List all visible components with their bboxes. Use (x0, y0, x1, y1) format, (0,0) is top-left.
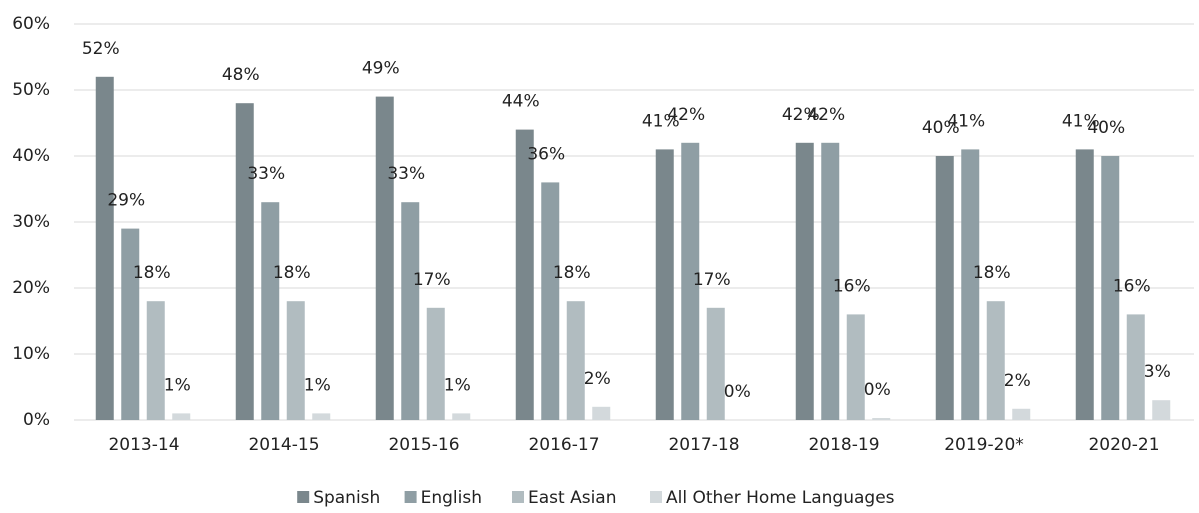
bar (95, 76, 114, 421)
data-label: 18% (973, 263, 1011, 283)
legend-label: Spanish (313, 488, 380, 508)
data-label: 49% (362, 59, 400, 79)
legend-swatch (404, 491, 417, 503)
bar (426, 307, 445, 420)
bar (846, 314, 865, 420)
bar (541, 182, 560, 420)
x-tick-label: 2015-16 (388, 435, 459, 455)
bar (566, 301, 585, 420)
legend-label: All Other Home Languages (666, 488, 895, 508)
bar (986, 301, 1005, 420)
data-label: 48% (222, 65, 260, 85)
data-label: 41% (1062, 111, 1100, 131)
data-label: 17% (693, 270, 731, 290)
legend-swatch (650, 491, 662, 503)
bar (706, 307, 725, 420)
bar (121, 228, 140, 420)
data-label: 16% (1113, 276, 1151, 296)
y-tick-label: 50% (12, 80, 50, 100)
bar (1012, 408, 1031, 420)
data-label: 1% (164, 375, 191, 395)
legend-swatch (297, 491, 310, 503)
bar (452, 413, 471, 420)
data-label: 18% (553, 263, 591, 283)
x-tick-label: 2020-21 (1088, 435, 1159, 455)
data-label: 2% (1004, 371, 1031, 391)
data-label: 33% (247, 164, 285, 184)
legend-swatch (512, 491, 524, 503)
y-tick-label: 0% (23, 410, 50, 430)
data-label: 2% (584, 369, 611, 389)
data-label: 42% (667, 105, 705, 125)
x-tick-label: 2014-15 (248, 435, 319, 455)
bar (1075, 149, 1094, 420)
bar (261, 202, 280, 420)
bar (872, 418, 891, 420)
data-label: 0% (724, 382, 751, 402)
data-label: 33% (387, 164, 425, 184)
bar (401, 202, 420, 420)
data-label: 1% (444, 375, 471, 395)
bar (375, 96, 394, 420)
data-label: 18% (133, 263, 171, 283)
bar (795, 142, 814, 421)
data-label: 1% (304, 375, 331, 395)
data-label: 18% (273, 263, 311, 283)
y-tick-label: 40% (12, 146, 50, 166)
bar (312, 413, 331, 420)
bar (961, 149, 980, 420)
x-tick-label: 2017-18 (668, 435, 739, 455)
data-label: 40% (922, 118, 960, 138)
bar (935, 156, 954, 420)
data-label: 42% (782, 105, 820, 125)
data-label: 0% (864, 380, 891, 400)
data-label: 40% (1087, 118, 1125, 138)
data-label: 16% (833, 276, 871, 296)
bar (655, 149, 674, 420)
data-label: 42% (807, 105, 845, 125)
bar (821, 142, 840, 421)
bar (286, 301, 305, 420)
bar (592, 406, 611, 420)
y-tick-label: 30% (12, 212, 50, 232)
x-tick-label: 2013-14 (108, 435, 179, 455)
data-label: 17% (413, 270, 451, 290)
data-label: 36% (527, 144, 565, 164)
x-tick-label: 2016-17 (528, 435, 599, 455)
legend-label: English (421, 488, 482, 508)
bar (1101, 156, 1120, 420)
y-tick-label: 20% (12, 278, 50, 298)
y-tick-label: 10% (12, 344, 50, 364)
data-label: 29% (107, 191, 145, 211)
data-label: 52% (82, 39, 120, 59)
bar (681, 142, 700, 421)
data-label: 41% (947, 111, 985, 131)
bar (172, 413, 191, 420)
bar (146, 301, 165, 420)
x-tick-label: 2018-19 (808, 435, 879, 455)
bar (235, 103, 254, 420)
data-label: 41% (642, 111, 680, 131)
bar (1126, 314, 1145, 420)
bar (1152, 400, 1171, 420)
legend-label: East Asian (528, 488, 617, 508)
bar (515, 129, 534, 420)
data-label: 44% (502, 92, 540, 112)
y-tick-label: 60% (12, 14, 50, 34)
data-label: 3% (1144, 362, 1171, 382)
x-tick-label: 2019-20* (944, 435, 1024, 455)
